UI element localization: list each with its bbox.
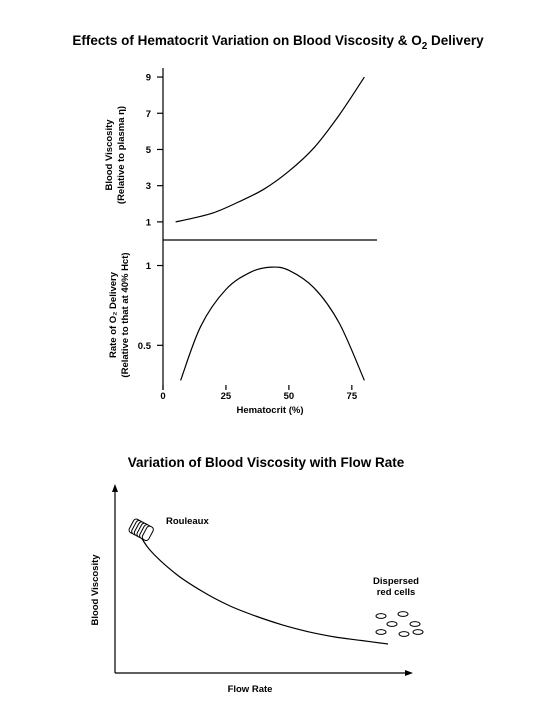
viscosity-series-line	[175, 76, 365, 223]
viscosity-tick-label: 9	[146, 73, 151, 84]
viscosity-tick-label: 5	[146, 145, 152, 156]
dispersed-red-cells-icon	[375, 611, 424, 637]
hematocrit-x-ticks: 0 25 50 75	[160, 385, 358, 402]
flow-ylabel: Blood Viscosity	[90, 554, 101, 626]
flow-rate-panel: Blood Viscosity Flow Rate Rouleaux Dispe…	[90, 484, 424, 695]
viscosity-ylabel-line2: (Relative to plasma η)	[116, 106, 127, 204]
flow-x-axis-arrow	[405, 670, 413, 676]
o2-tick-label: 0.5	[138, 341, 152, 352]
o2-delivery-series-line	[180, 266, 365, 381]
hematocrit-tick-label: 25	[221, 391, 232, 402]
hematocrit-tick-label: 0	[160, 391, 165, 402]
rouleaux-icon	[128, 518, 154, 542]
rouleaux-label: Rouleaux	[166, 516, 209, 527]
viscosity-ticks: 1 3 5 7 9	[146, 73, 163, 228]
o2-ylabel-line2: (Relative to that at 40% Hct)	[120, 252, 131, 377]
o2-ticks: 0.51	[138, 261, 163, 352]
viscosity-tick-label: 1	[146, 217, 152, 228]
dispersed-label-line1: Dispersed	[373, 576, 419, 587]
dispersed-label-line2: red cells	[377, 587, 416, 598]
chart-1-title: Effects of Hematocrit Variation on Blood…	[72, 33, 484, 52]
flow-viscosity-series-line	[135, 528, 389, 645]
viscosity-panel: 1 3 5 7 9 Blood Viscosity (Relative to plasm…	[104, 68, 377, 390]
viscosity-tick-label: 7	[146, 109, 151, 120]
viscosity-ylabel-line1: Blood Viscosity	[104, 119, 115, 191]
chart-2-title: Variation of Blood Viscosity with Flow R…	[128, 455, 405, 470]
viscosity-tick-label: 3	[146, 181, 151, 192]
flow-xlabel: Flow Rate	[228, 684, 273, 695]
hematocrit-tick-label: 75	[347, 391, 358, 402]
o2-delivery-panel: 0.51 Rate of O₂ Delivery (Relative to th…	[108, 252, 365, 416]
hematocrit-xlabel: Hematocrit (%)	[236, 405, 303, 416]
flow-y-axis-arrow	[112, 484, 118, 492]
o2-tick-label: 1	[146, 261, 152, 272]
o2-ylabel-line1: Rate of O₂ Delivery	[108, 271, 119, 358]
hematocrit-tick-label: 50	[284, 391, 295, 402]
